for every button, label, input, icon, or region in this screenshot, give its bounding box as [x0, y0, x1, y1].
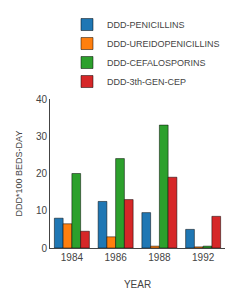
svg-text:YEAR: YEAR: [124, 279, 151, 290]
svg-text:1984: 1984: [61, 252, 84, 263]
svg-text:40: 40: [36, 94, 48, 105]
svg-text:30: 30: [36, 131, 48, 142]
svg-text:DDD-CEFALOSPORINS: DDD-CEFALOSPORINS: [107, 58, 206, 68]
svg-text:DDD-3th-GEN-CEP: DDD-3th-GEN-CEP: [107, 77, 186, 87]
svg-text:DDD-PENICILLINS: DDD-PENICILLINS: [107, 20, 185, 30]
svg-text:10: 10: [36, 205, 48, 216]
svg-text:1988: 1988: [148, 252, 171, 263]
svg-text:20: 20: [36, 168, 48, 179]
svg-text:0: 0: [41, 243, 47, 254]
svg-text:DDD*100 BEDS-DAY: DDD*100 BEDS-DAY: [14, 131, 24, 217]
svg-text:1986: 1986: [105, 252, 128, 263]
svg-text:1992: 1992: [192, 252, 215, 263]
svg-text:DDD-UREIDOPENICILLINS: DDD-UREIDOPENICILLINS: [107, 39, 220, 49]
